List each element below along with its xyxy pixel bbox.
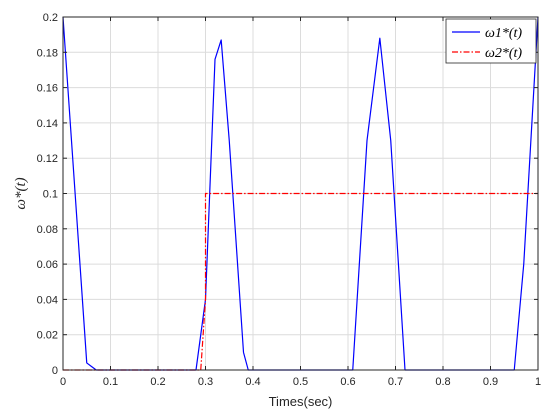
x-tick-label: 0.1 <box>103 376 118 388</box>
y-axis-label: ω*(t) <box>13 177 29 209</box>
y-tick-label: 0.2 <box>43 12 58 24</box>
x-tick-label: 0.2 <box>150 376 165 388</box>
y-tick-label: 0.18 <box>37 47 58 59</box>
series-line-2 <box>63 192 538 371</box>
x-tick-label: 0.6 <box>340 376 355 388</box>
y-tick-label: 0.1 <box>43 189 58 201</box>
x-tick-label: 0.5 <box>293 376 308 388</box>
x-tick-label: 0.8 <box>435 376 450 388</box>
x-axis-label: Times(sec) <box>269 394 333 409</box>
legend: ω1*(t) ω2*(t) <box>445 18 537 64</box>
y-axis: 0 0.02 0.04 0.06 0.08 0.1 0.12 0.14 0.16 0.18 0.2 <box>37 12 538 377</box>
legend-box <box>445 18 537 64</box>
y-tick-label: 0.02 <box>37 330 58 342</box>
x-tick-label: 0.9 <box>483 376 498 388</box>
x-tick-label: 0.3 <box>198 376 213 388</box>
y-tick-label: 0 <box>52 365 58 377</box>
y-tick-label: 0.16 <box>37 83 58 95</box>
x-tick-label: 0.7 <box>388 376 403 388</box>
legend-entry-series-1: ω1*(t) <box>485 26 522 41</box>
legend-entry-series-2: ω2*(t) <box>485 46 522 61</box>
y-tick-label: 0.14 <box>37 118 58 130</box>
x-tick-label: 0.4 <box>245 376 260 388</box>
y-tick-label: 0.06 <box>37 259 58 271</box>
x-axis: 0 0.1 0.2 0.3 0.4 0.5 0.6 0.7 0.8 0.9 1 <box>60 17 541 388</box>
y-tick-label: 0.12 <box>37 153 58 165</box>
y-tick-label: 0.08 <box>37 224 58 236</box>
x-tick-label: 1 <box>535 376 541 388</box>
y-tick-label: 0.04 <box>37 294 58 306</box>
x-tick-label: 0 <box>60 376 66 388</box>
